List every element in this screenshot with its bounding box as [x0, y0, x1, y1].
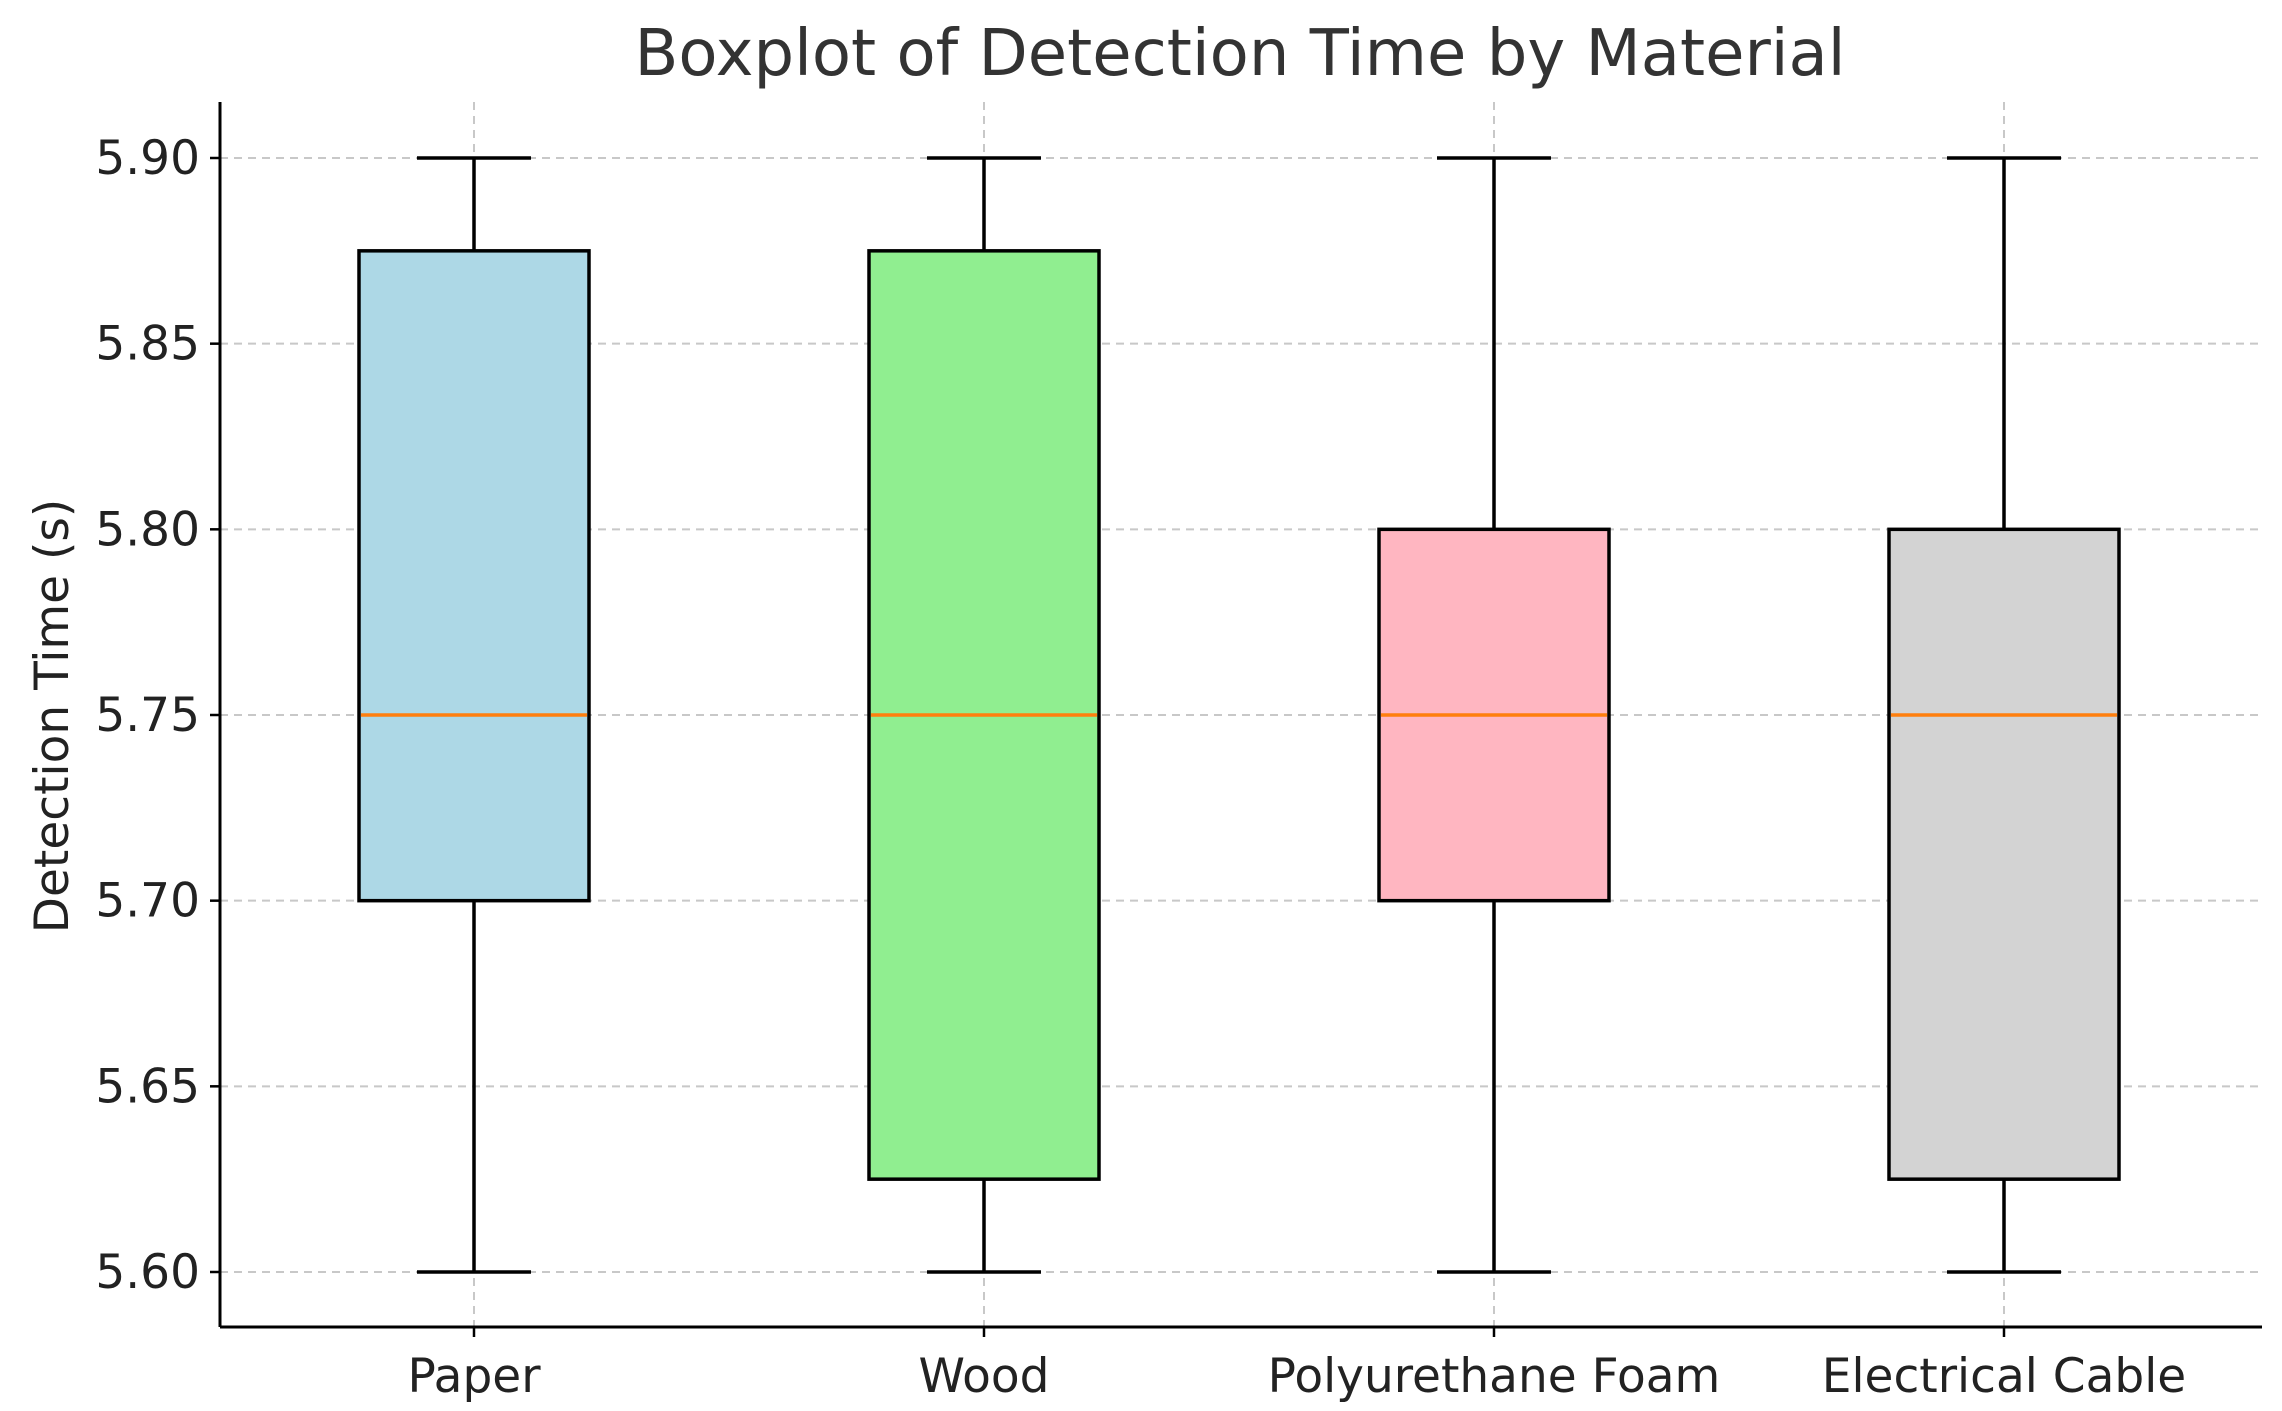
y-tick-label: 5.60: [95, 1245, 200, 1300]
x-tick-label: Polyurethane Foam: [1268, 1349, 1721, 1404]
x-tick-label: Electrical Cable: [1822, 1349, 2186, 1404]
x-tick-label: Paper: [407, 1349, 541, 1404]
iqr-box: [357, 249, 591, 903]
y-tick-label: 5.80: [95, 502, 200, 557]
chart-title: Boxplot of Detection Time by Material: [634, 17, 1845, 91]
box-layer: [357, 156, 2121, 1274]
iqr-box: [1887, 527, 2121, 1181]
box-group: [1887, 156, 2121, 1274]
y-tick-label: 5.90: [95, 131, 200, 186]
y-tick-label: 5.65: [95, 1059, 200, 1114]
y-tick-label: 5.85: [95, 317, 200, 372]
axis-layer: 5.60 5.65 5.70 5.75 5.80 5.85 5.90 Paper Wood Pol…: [95, 102, 2262, 1404]
y-axis-title: Detection Time (s): [25, 499, 80, 933]
box-group: [1377, 156, 1611, 1274]
box-group: [867, 156, 1101, 1274]
x-tick-label: Wood: [918, 1349, 1049, 1404]
box-group: [357, 156, 591, 1274]
y-tick-label: 5.70: [95, 874, 200, 929]
y-tick-label: 5.75: [95, 688, 200, 743]
